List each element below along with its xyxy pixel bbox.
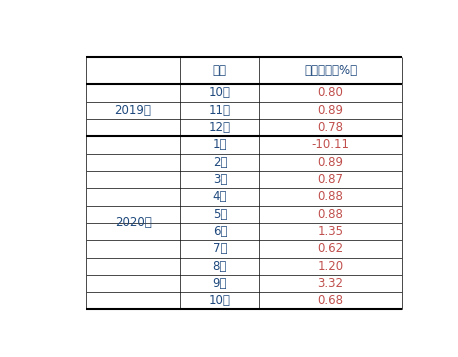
Text: 4月: 4月: [213, 190, 227, 203]
Text: -10.11: -10.11: [311, 139, 349, 151]
Text: 0.80: 0.80: [317, 86, 344, 100]
Text: 月份: 月份: [213, 64, 227, 77]
Text: 1.35: 1.35: [317, 225, 344, 238]
Text: 2019年: 2019年: [114, 104, 152, 117]
Text: 0.89: 0.89: [317, 156, 344, 169]
Text: 环比增速（%）: 环比增速（%）: [304, 64, 357, 77]
Text: 10月: 10月: [209, 86, 231, 100]
Text: 0.89: 0.89: [317, 104, 344, 117]
Text: 1.20: 1.20: [317, 260, 344, 273]
Text: 9月: 9月: [213, 277, 227, 290]
Text: 0.68: 0.68: [317, 294, 344, 307]
Text: 8月: 8月: [213, 260, 227, 273]
Text: 0.88: 0.88: [317, 208, 344, 221]
Text: 6月: 6月: [213, 225, 227, 238]
Text: 7月: 7月: [213, 242, 227, 255]
Text: 5月: 5月: [213, 208, 227, 221]
Text: 10月: 10月: [209, 294, 231, 307]
Text: 3.32: 3.32: [317, 277, 344, 290]
Text: 0.62: 0.62: [317, 242, 344, 255]
Text: 12月: 12月: [209, 121, 231, 134]
Text: 0.87: 0.87: [317, 173, 344, 186]
Text: 0.78: 0.78: [317, 121, 344, 134]
Text: 3月: 3月: [213, 173, 227, 186]
Text: 0.88: 0.88: [317, 190, 344, 203]
Text: 1月: 1月: [213, 139, 227, 151]
Text: 11月: 11月: [209, 104, 231, 117]
Text: 2020年: 2020年: [114, 216, 152, 230]
Text: 2月: 2月: [213, 156, 227, 169]
